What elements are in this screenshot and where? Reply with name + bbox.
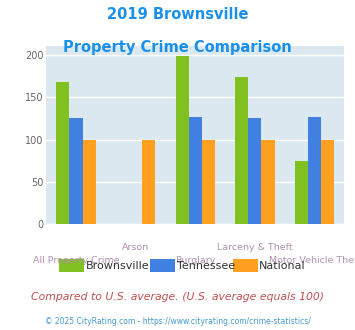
Text: Compared to U.S. average. (U.S. average equals 100): Compared to U.S. average. (U.S. average … [31, 292, 324, 302]
Text: © 2025 CityRating.com - https://www.cityrating.com/crime-statistics/: © 2025 CityRating.com - https://www.city… [45, 317, 310, 326]
Bar [142, 140, 155, 224]
Bar [321, 140, 334, 224]
Text: National: National [259, 261, 306, 271]
Text: Tennessee: Tennessee [177, 261, 235, 271]
Bar [176, 56, 189, 224]
Bar [308, 116, 321, 224]
Bar [70, 118, 82, 224]
Text: Brownsville: Brownsville [86, 261, 149, 271]
Bar [295, 161, 308, 224]
Text: All Property Crime: All Property Crime [33, 256, 119, 265]
Bar [202, 140, 215, 224]
Text: Larceny & Theft: Larceny & Theft [217, 243, 293, 251]
Text: Burglary: Burglary [175, 256, 215, 265]
Bar [261, 140, 274, 224]
Text: Arson: Arson [122, 243, 149, 251]
Text: Motor Vehicle Theft: Motor Vehicle Theft [268, 256, 355, 265]
Bar [56, 82, 70, 224]
Text: 2019 Brownsville: 2019 Brownsville [107, 7, 248, 21]
Text: Property Crime Comparison: Property Crime Comparison [63, 40, 292, 54]
Bar [248, 118, 261, 224]
Bar [82, 140, 95, 224]
Bar [189, 116, 202, 224]
Bar [235, 77, 248, 224]
